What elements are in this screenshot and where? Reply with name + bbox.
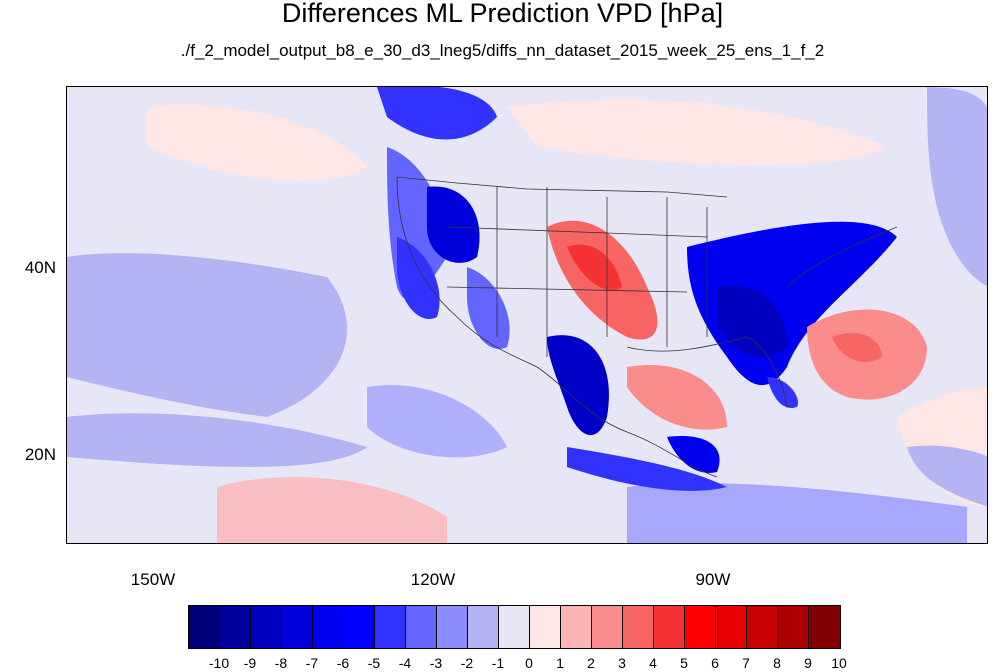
colorbar-swatch [189, 606, 220, 648]
colorbar-swatch [282, 606, 313, 648]
map-title: Differences ML Prediction VPD [hPa] [281, 0, 724, 28]
colorbar-tick-label: -3 [429, 655, 443, 671]
colorbar-swatch [623, 606, 654, 648]
colorbar-tick-label: 3 [618, 655, 626, 671]
colorbar-tick-label: -10 [208, 655, 230, 671]
colorbar-swatch [437, 606, 468, 648]
colorbar-swatch [685, 606, 716, 648]
colorbar-tick-label: 2 [587, 655, 595, 671]
lon-label-150w: 150W [130, 570, 176, 589]
colorbar-tick-label: 7 [742, 655, 750, 671]
colorbar-swatch [716, 606, 747, 648]
colorbar-tick-label: -7 [305, 655, 319, 671]
colorbar-swatch [499, 606, 530, 648]
map-panel [66, 86, 988, 544]
colorbar-swatch [530, 606, 561, 648]
colorbar-tick-label: -8 [274, 655, 288, 671]
colorbar-swatch [344, 606, 375, 648]
lat-label-40n: 40N [24, 258, 56, 277]
colorbar-tick-label: -2 [460, 655, 474, 671]
colorbar-swatch [747, 606, 778, 648]
colorbar-swatch [778, 606, 809, 648]
colorbar-tick-label: -5 [367, 655, 381, 671]
colorbar-swatch [561, 606, 592, 648]
colorbar-swatch [220, 606, 251, 648]
colorbar-swatch [809, 606, 840, 648]
colorbar [188, 605, 841, 649]
vpd-difference-field [67, 87, 987, 543]
colorbar-tick-label: 0 [525, 655, 533, 671]
colorbar-swatch [406, 606, 437, 648]
colorbar-tick-label: -6 [336, 655, 350, 671]
lon-label-120w: 120W [410, 570, 456, 589]
colorbar-tick-label: 9 [804, 655, 812, 671]
colorbar-swatch [251, 606, 282, 648]
colorbar-swatch [313, 606, 344, 648]
colorbar-tick-label: -1 [491, 655, 505, 671]
colorbar-tick-label: -9 [243, 655, 257, 671]
colorbar-swatch [654, 606, 685, 648]
map-subtitle: ./f_2_model_output_b8_e_30_d3_lneg5/diff… [180, 41, 825, 60]
colorbar-swatch [375, 606, 406, 648]
colorbar-tick-label: -4 [398, 655, 412, 671]
colorbar-tick-label: 5 [680, 655, 688, 671]
colorbar-swatch [468, 606, 499, 648]
lon-label-90w: 90W [695, 570, 731, 589]
lat-label-20n: 20N [24, 445, 56, 464]
colorbar-tick-label: 4 [649, 655, 657, 671]
colorbar-tick-label: 10 [831, 655, 847, 671]
colorbar-swatch [592, 606, 623, 648]
colorbar-tick-label: 6 [711, 655, 719, 671]
colorbar-tick-label: 8 [773, 655, 781, 671]
colorbar-tick-label: 1 [556, 655, 564, 671]
